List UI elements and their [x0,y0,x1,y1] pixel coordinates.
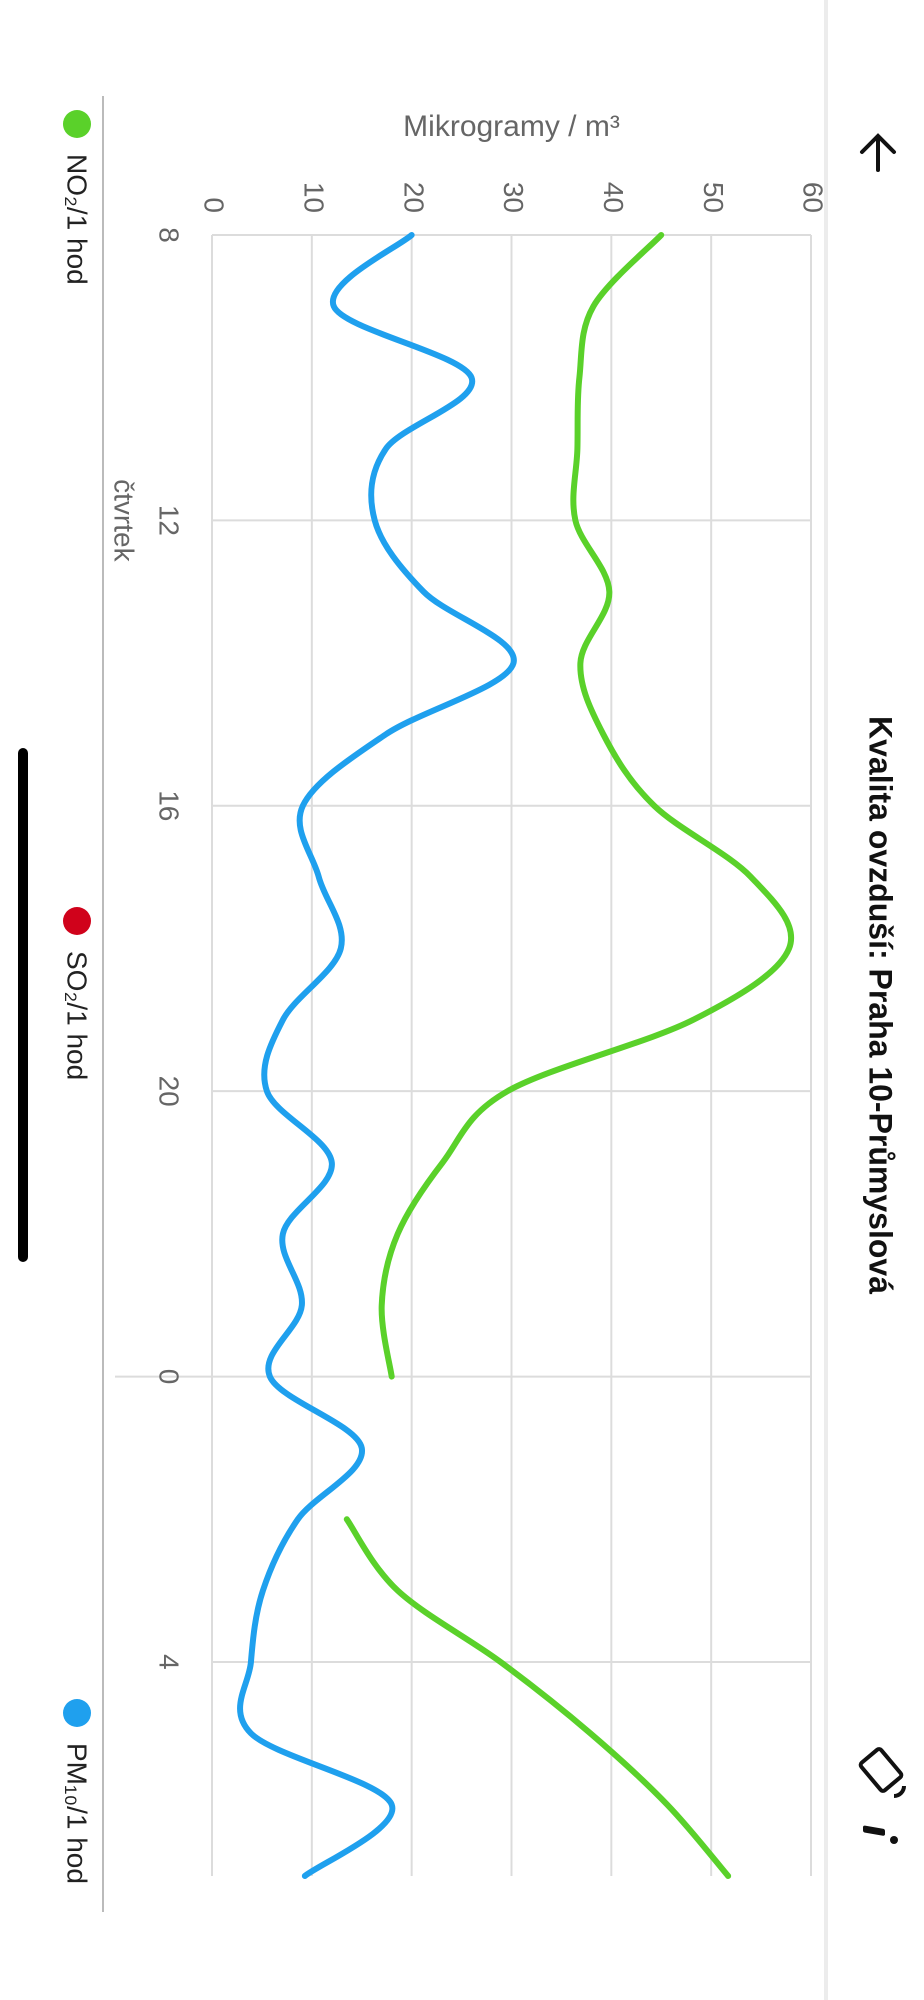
y-tick-label: 60 [798,182,829,213]
x-tick-label: 8 [154,227,185,243]
y-tick-label: 20 [398,182,429,213]
x-tick-label: 0 [154,1369,185,1385]
legend-marker [63,110,91,138]
back-button[interactable] [860,133,896,172]
info-button[interactable] [863,1825,898,1844]
legend-label: SO₂/1 hod [62,951,93,1080]
y-tick-label: 0 [199,197,230,213]
y-axis-title: Mikrogramy / m³ [403,110,620,143]
rotate-button[interactable] [858,1747,906,1798]
x-tick-label: 12 [154,505,185,536]
day-label: čtvrtek [109,479,140,562]
app-title: Kvalita ovzduší: Praha 10-Průmyslová [863,716,899,1294]
legend-label: NO₂/1 hod [62,154,93,285]
home-indicator [18,748,28,1262]
legend-marker [63,1699,91,1727]
y-tick-label: 40 [598,182,629,213]
data-line [237,232,517,1879]
app-bar-shadow [824,0,828,2000]
chart: 0 10 20 30 40 50 60 8 12 16 20 0 4 čtvrtek Mikrogramy … [62,96,829,1912]
x-tick-label: 20 [154,1076,185,1107]
y-tick-label: 10 [298,182,329,213]
x-tick-label: 16 [154,790,185,821]
legend-label: PM₁₀/1 hod [62,1743,93,1884]
y-tick-label: 30 [498,182,529,213]
legend-marker [63,907,91,935]
y-tick-label: 50 [698,182,729,213]
x-tick-label: 4 [154,1654,185,1670]
app-bar [828,0,924,2000]
data-line [343,232,794,1879]
